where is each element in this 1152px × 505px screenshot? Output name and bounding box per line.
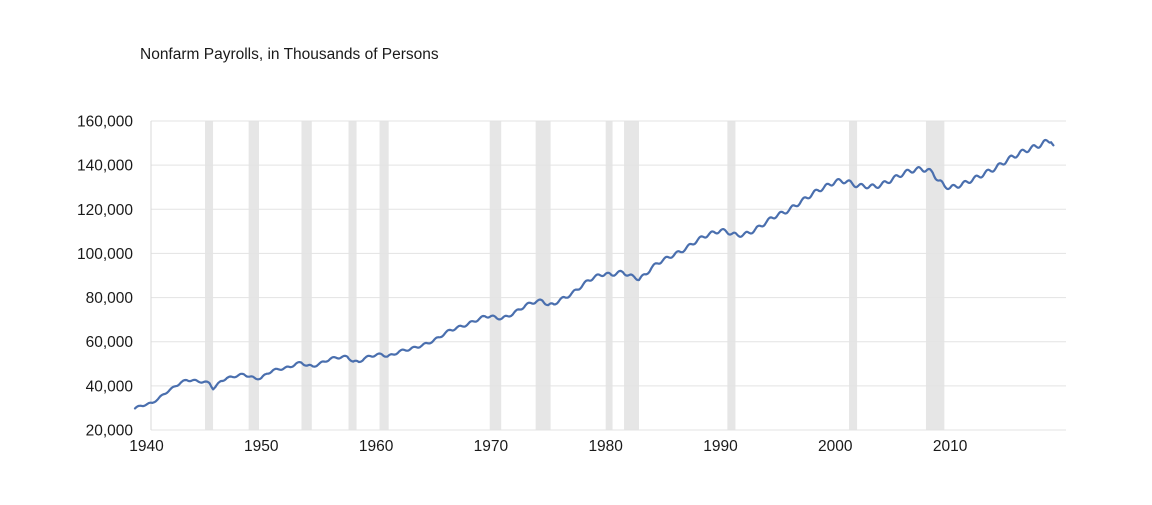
y-tick-label: 160,000 xyxy=(77,114,133,131)
x-tick-label: 1980 xyxy=(588,438,623,455)
chart-title: Nonfarm Payrolls, in Thousands of Person… xyxy=(140,46,439,63)
y-tick-label: 80,000 xyxy=(86,290,134,307)
series-line-0 xyxy=(133,138,1055,410)
recession-band-3 xyxy=(348,121,357,430)
y-tick-label: 120,000 xyxy=(77,202,133,219)
recession-band-10 xyxy=(849,121,858,430)
y-tick-label: 60,000 xyxy=(86,334,134,351)
recession-band-6 xyxy=(535,121,551,430)
y-tick-label: 40,000 xyxy=(86,378,134,395)
x-tick-label: 2000 xyxy=(818,438,853,455)
series-layer xyxy=(133,138,1055,410)
recession-band-2 xyxy=(301,121,312,430)
recession-bands xyxy=(205,121,945,430)
recession-band-1 xyxy=(248,121,259,430)
x-tick-label: 1960 xyxy=(359,438,394,455)
recession-band-9 xyxy=(727,121,736,430)
y-tick-label: 20,000 xyxy=(86,423,134,440)
x-tick-label: 1950 xyxy=(244,438,279,455)
recession-band-7 xyxy=(605,121,613,430)
y-tick-label: 140,000 xyxy=(77,158,133,175)
x-tick-label: 2010 xyxy=(933,438,968,455)
x-tick-label: 1940 xyxy=(129,438,164,455)
x-tick-label: 1970 xyxy=(474,438,509,455)
gridlines xyxy=(151,120,1066,431)
recession-band-5 xyxy=(489,121,502,430)
recession-band-0 xyxy=(205,121,214,430)
axes: 20,000 40,000 60,000 80,000 100,000 120,000 14… xyxy=(77,114,968,456)
x-tick-label: 1990 xyxy=(703,438,738,455)
y-tick-label: 100,000 xyxy=(77,246,133,263)
recession-band-11 xyxy=(925,121,945,430)
recession-band-4 xyxy=(379,121,389,430)
